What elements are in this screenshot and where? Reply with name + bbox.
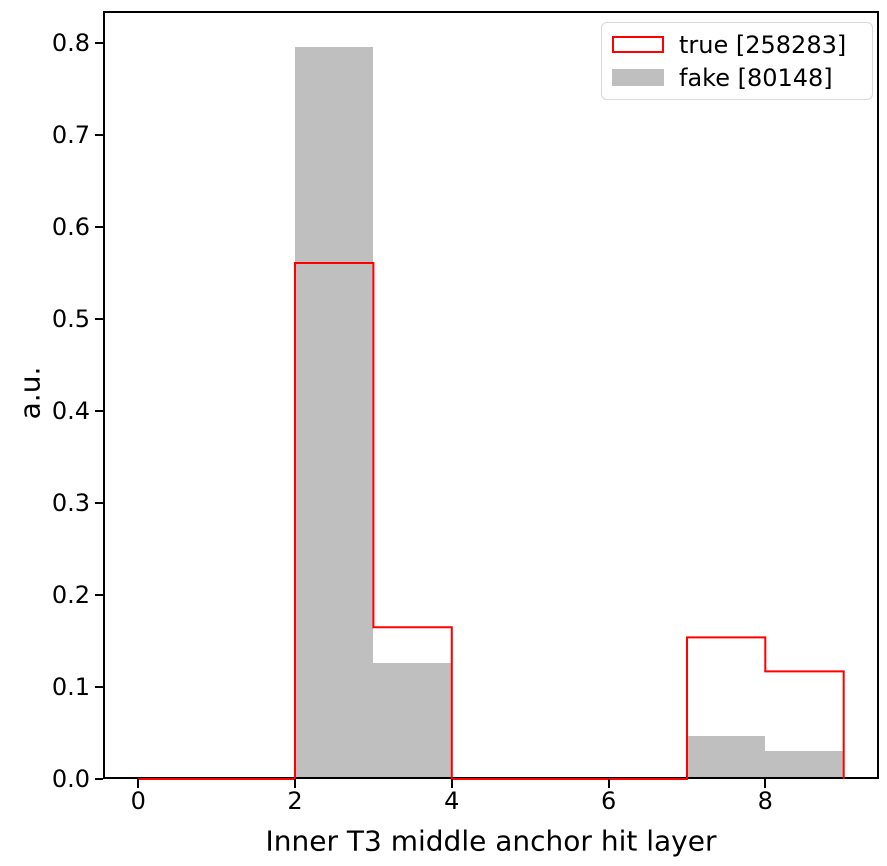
x-tick-label-6: 6	[600, 787, 617, 815]
legend-swatch-fake-filled	[612, 69, 664, 86]
x-axis-label: Inner T3 middle anchor hit layer	[265, 824, 717, 858]
fake-bar-bin-2-3	[295, 46, 374, 779]
y-axis-label: a.u.	[13, 366, 47, 420]
y-tick-label-0.7: 0.7	[51, 121, 90, 150]
x-tick-mark-0	[137, 779, 140, 788]
y-tick-label-0.8: 0.8	[51, 29, 90, 58]
x-tick-label-8: 8	[757, 787, 773, 815]
y-tick-label-0.4: 0.4	[51, 397, 90, 426]
legend-swatch-true-step	[612, 36, 664, 53]
legend: true [258283] fake [80148]	[601, 22, 873, 100]
y-tick-mark-0.5	[95, 318, 103, 321]
fake-bar-bin-7-8	[687, 735, 766, 779]
x-tick-mark-4	[450, 779, 453, 788]
true-step-path	[138, 262, 845, 780]
x-tick-mark-2	[294, 779, 296, 788]
y-tick-label-0.3: 0.3	[51, 489, 90, 518]
y-tick-mark-0.0	[95, 778, 103, 780]
x-tick-label-4: 4	[444, 787, 460, 815]
y-tick-mark-0.7	[95, 134, 103, 137]
true-step-outline	[138, 262, 845, 780]
y-tick-mark-0.4	[95, 410, 103, 413]
fake-bar-bin-8-9	[765, 751, 844, 779]
x-tick-mark-6	[607, 779, 610, 788]
x-tick-mark-8	[764, 779, 767, 788]
y-tick-label-0.2: 0.2	[51, 581, 90, 609]
y-tick-label-0.1: 0.1	[51, 673, 90, 701]
x-tick-label-0: 0	[130, 787, 146, 815]
y-tick-mark-0.2	[95, 594, 103, 596]
fake-bar-bin-3-4	[373, 663, 452, 779]
y-tick-mark-0.3	[95, 502, 103, 505]
y-tick-label-0.5: 0.5	[51, 305, 90, 334]
legend-label-true: true [258283]	[679, 30, 847, 59]
y-tick-label-0.6: 0.6	[51, 213, 90, 242]
x-tick-label-2: 2	[287, 787, 303, 815]
y-tick-label-0.0: 0.0	[51, 765, 90, 793]
legend-entry-true: true [258283]	[612, 28, 862, 61]
legend-entry-fake: fake [80148]	[612, 61, 862, 94]
y-tick-mark-0.1	[95, 686, 103, 688]
y-tick-mark-0.6	[95, 226, 103, 229]
y-tick-mark-0.8	[95, 42, 103, 45]
legend-label-fake: fake [80148]	[679, 63, 833, 92]
